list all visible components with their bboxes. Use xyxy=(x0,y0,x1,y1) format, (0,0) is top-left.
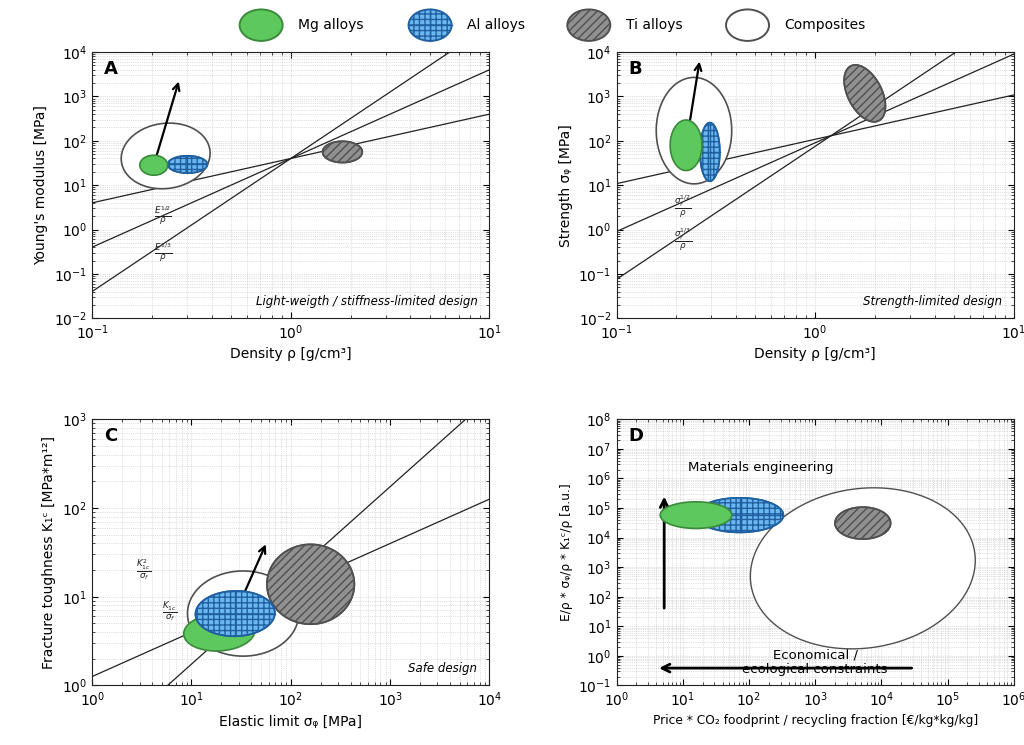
Polygon shape xyxy=(700,123,720,181)
Text: $\frac{\sigma_f}{\rho}$: $\frac{\sigma_f}{\rho}$ xyxy=(674,157,685,179)
Y-axis label: Strength σᵩ [MPa]: Strength σᵩ [MPa] xyxy=(559,124,572,247)
Text: $\frac{E}{\rho}$: $\frac{E}{\rho}$ xyxy=(154,168,162,191)
Text: $\frac{K^2_{1c}}{\sigma_f}$: $\frac{K^2_{1c}}{\sigma_f}$ xyxy=(136,557,152,582)
Y-axis label: Fracture toughness K₁ᶜ [MPa*m¹²]: Fracture toughness K₁ᶜ [MPa*m¹²] xyxy=(42,436,56,669)
Text: B: B xyxy=(629,60,642,78)
Ellipse shape xyxy=(240,10,283,41)
Text: $\frac{\sigma_f^{1/3}}{\rho}$: $\frac{\sigma_f^{1/3}}{\rho}$ xyxy=(674,226,692,253)
Polygon shape xyxy=(670,120,701,171)
Text: Strength-limited design: Strength-limited design xyxy=(862,294,1001,308)
Text: $\frac{K_{1c}}{\sigma_f}$: $\frac{K_{1c}}{\sigma_f}$ xyxy=(162,600,177,624)
Polygon shape xyxy=(751,488,975,649)
Text: A: A xyxy=(104,60,118,78)
Polygon shape xyxy=(844,65,886,122)
Text: $\frac{\sigma_f^{1/2}}{\rho}$: $\frac{\sigma_f^{1/2}}{\rho}$ xyxy=(674,194,692,220)
Polygon shape xyxy=(196,591,274,636)
Polygon shape xyxy=(183,613,255,651)
Text: $\frac{E^{1/2}}{\rho}$: $\frac{E^{1/2}}{\rho}$ xyxy=(154,205,172,227)
X-axis label: Elastic limit σᵩ [MPa]: Elastic limit σᵩ [MPa] xyxy=(219,714,362,729)
Text: C: C xyxy=(104,428,118,446)
Text: Ti alloys: Ti alloys xyxy=(626,18,682,32)
Polygon shape xyxy=(140,155,168,175)
Text: Mg alloys: Mg alloys xyxy=(298,18,364,32)
Polygon shape xyxy=(168,156,207,173)
Text: Composites: Composites xyxy=(784,18,865,32)
Text: Light-weigth / stiffness-limited design: Light-weigth / stiffness-limited design xyxy=(256,294,477,308)
Polygon shape xyxy=(267,545,354,624)
Text: Economical /
ecological constraints: Economical / ecological constraints xyxy=(742,648,888,676)
X-axis label: Price * CO₂ foodprint / recycling fraction [€/kg*kg/kg]: Price * CO₂ foodprint / recycling fracti… xyxy=(652,714,978,727)
Polygon shape xyxy=(660,502,732,528)
Text: Al alloys: Al alloys xyxy=(467,18,525,32)
Y-axis label: Young's modulus [MPa]: Young's modulus [MPa] xyxy=(35,105,48,265)
Text: Safe design: Safe design xyxy=(409,662,477,675)
Text: $\frac{E^{1/3}}{\rho}$: $\frac{E^{1/3}}{\rho}$ xyxy=(154,242,172,264)
Polygon shape xyxy=(187,571,299,656)
Polygon shape xyxy=(835,507,891,539)
Polygon shape xyxy=(323,142,362,162)
Polygon shape xyxy=(696,498,783,533)
Polygon shape xyxy=(656,77,732,184)
X-axis label: Density ρ [g/cm³]: Density ρ [g/cm³] xyxy=(755,347,876,361)
Y-axis label: E/ρ * σᵩ/ρ * K₁ᶜ/ρ [a.u.]: E/ρ * σᵩ/ρ * K₁ᶜ/ρ [a.u.] xyxy=(560,484,572,621)
Polygon shape xyxy=(121,123,210,188)
Ellipse shape xyxy=(409,10,452,41)
Text: D: D xyxy=(629,428,643,446)
X-axis label: Density ρ [g/cm³]: Density ρ [g/cm³] xyxy=(230,347,351,361)
Text: Materials engineering: Materials engineering xyxy=(688,460,834,474)
Ellipse shape xyxy=(567,10,610,41)
